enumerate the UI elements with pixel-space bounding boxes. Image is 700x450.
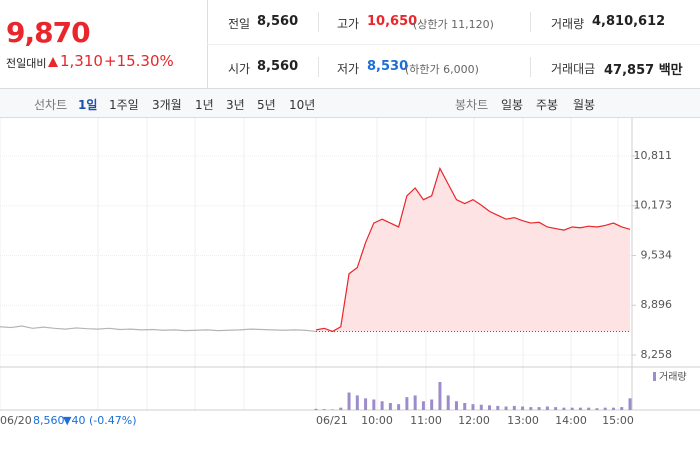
volume-bar xyxy=(587,407,591,410)
stat-value: 8,530 xyxy=(367,59,409,74)
up-arrow xyxy=(48,57,58,67)
volume-bar xyxy=(430,399,434,410)
stat-value: 8,560 xyxy=(257,14,299,29)
volume-bar xyxy=(388,403,392,410)
tab-group-label: 봉차트 xyxy=(455,98,489,112)
tab[interactable]: 3년 xyxy=(226,98,245,112)
change-label: 전일대비 xyxy=(6,57,47,70)
volume-bar xyxy=(554,407,558,410)
x-tick-label: 06/20 xyxy=(0,414,32,427)
volume-bar xyxy=(471,404,475,410)
volume-bar xyxy=(331,409,335,410)
volume-bar xyxy=(372,399,376,410)
volume-bar xyxy=(628,398,632,410)
volume-bar xyxy=(603,407,607,410)
volume-bar xyxy=(496,405,500,410)
chart: 거래량 8,560 ▼40 (-0.47%) 10,811 10,173 9,534… xyxy=(0,118,700,427)
x-tick-label: 15:00 xyxy=(602,414,634,427)
y-tick-label: 9,534 xyxy=(641,249,673,262)
y-tick-label: 10,173 xyxy=(634,199,673,212)
tab[interactable]: 5년 xyxy=(257,98,276,112)
volume-bar xyxy=(322,409,326,410)
volume-bar xyxy=(545,406,549,410)
x-tick-label: 12:00 xyxy=(458,414,490,427)
volume-bar xyxy=(463,403,467,410)
volume-bar xyxy=(364,398,368,410)
volume-bar xyxy=(405,397,409,410)
tab-bar xyxy=(0,88,700,118)
y-tick-label: 8,896 xyxy=(641,298,673,311)
price-line xyxy=(315,166,631,333)
volume-bar xyxy=(339,407,343,410)
x-tick-label: 13:00 xyxy=(507,414,539,427)
volume-bar xyxy=(512,405,516,410)
x-tick-label: 14:00 xyxy=(555,414,587,427)
volume-bar xyxy=(355,395,359,410)
stat-value: 10,650 xyxy=(367,14,418,29)
volume-bar xyxy=(380,401,384,410)
price-line xyxy=(0,325,317,333)
tab[interactable]: 주봉 xyxy=(536,98,559,112)
volume-bar xyxy=(570,407,574,410)
stat-note: (하한가 6,000) xyxy=(405,63,479,76)
tab[interactable]: 1일 xyxy=(78,98,98,112)
volume-bar xyxy=(595,408,599,410)
volume-bar xyxy=(397,404,401,410)
area-fill xyxy=(316,168,630,332)
legend-swatch xyxy=(653,372,656,381)
tab[interactable]: 10년 xyxy=(289,98,316,112)
divider xyxy=(207,44,700,45)
volume-bar xyxy=(488,405,492,410)
volume-bar xyxy=(454,401,458,410)
stat-label: 거래량 xyxy=(551,17,585,31)
volume-bar xyxy=(413,395,417,410)
tab[interactable]: 일봉 xyxy=(501,98,524,112)
tab-group-label: 선차트 xyxy=(34,98,68,112)
footer-price: 8,560 xyxy=(33,414,65,427)
volume-bar xyxy=(578,407,582,410)
volume-bar xyxy=(314,408,318,410)
change: 1,310 xyxy=(60,52,103,70)
volume-bar xyxy=(504,406,508,410)
stat-label: 저가 xyxy=(337,62,360,76)
stat-value: 47,857 백만 xyxy=(604,63,683,78)
tab[interactable]: 3개월 xyxy=(152,98,182,112)
divider xyxy=(318,12,319,32)
volume-bar xyxy=(479,404,483,410)
price: 9,870 xyxy=(6,16,91,49)
tab[interactable]: 1주일 xyxy=(109,98,139,112)
stat-label: 시가 xyxy=(228,62,251,76)
divider xyxy=(318,57,319,77)
volume-bar xyxy=(537,407,541,410)
y-tick-label: 10,811 xyxy=(634,149,673,162)
stat-value: 4,810,612 xyxy=(592,14,666,29)
x-tick-label: 11:00 xyxy=(410,414,442,427)
stat-label: 고가 xyxy=(337,17,360,31)
volume-bar xyxy=(611,407,615,410)
divider xyxy=(530,12,531,32)
x-tick-label: 10:00 xyxy=(361,414,393,427)
volume-bar xyxy=(421,401,425,410)
tab[interactable]: 월봉 xyxy=(573,98,596,112)
footer-change: ▼40 xyxy=(63,414,85,427)
stat-label: 거래대금 xyxy=(551,62,596,76)
legend-label: 거래량 xyxy=(659,371,687,383)
x-tick-label: 06/21 xyxy=(316,414,348,427)
volume-bar xyxy=(446,395,450,410)
volume-bar xyxy=(521,406,525,410)
volume-bar xyxy=(347,392,351,410)
volume-bar xyxy=(438,382,442,410)
divider xyxy=(530,57,531,77)
volume-bar xyxy=(562,407,566,410)
y-tick-label: 8,258 xyxy=(641,348,673,361)
stat-label: 전일 xyxy=(228,17,251,31)
volume-bar xyxy=(620,407,624,410)
volume-bar xyxy=(529,407,533,410)
footer-change-pct: (-0.47%) xyxy=(89,414,137,427)
tab[interactable]: 1년 xyxy=(195,98,214,112)
change-pct: +15.30% xyxy=(104,52,174,70)
stat-value: 8,560 xyxy=(257,59,299,74)
stat-note: (상한가 11,120) xyxy=(413,18,494,31)
